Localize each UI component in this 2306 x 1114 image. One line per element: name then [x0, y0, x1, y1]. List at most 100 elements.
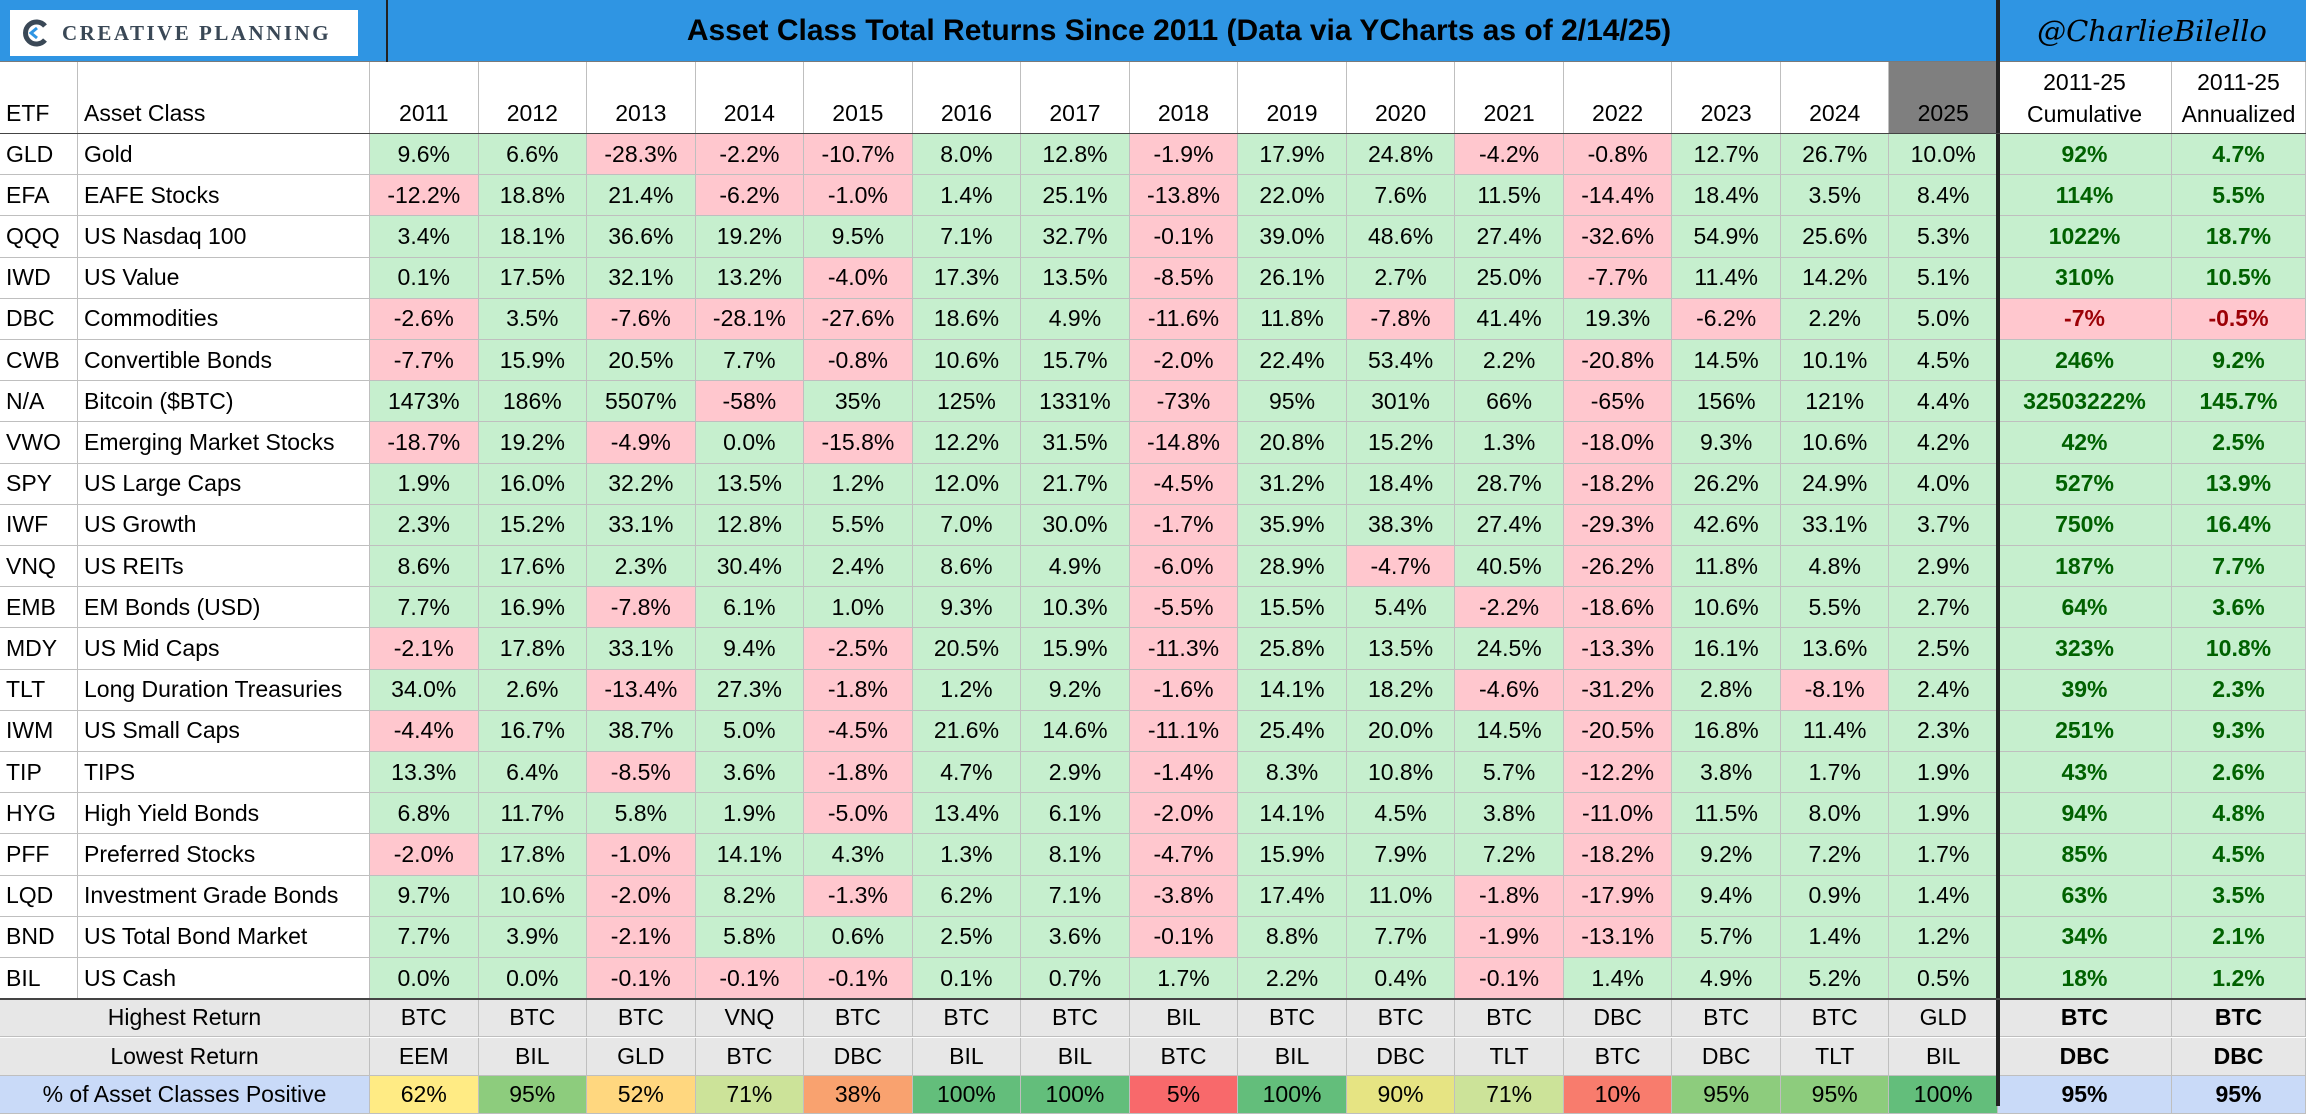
annualized-cell: 2.1%	[2172, 916, 2306, 958]
return-cell: 2.2%	[1238, 958, 1347, 1000]
return-cell: 1.9%	[370, 463, 479, 505]
return-cell: 301%	[1346, 381, 1456, 423]
return-cell: -5.5%	[1129, 587, 1239, 629]
header-annualized-line-1: 2011-25	[2197, 68, 2280, 95]
cumulative-cell: 32503222%	[1998, 381, 2172, 423]
return-cell: -65%	[1563, 381, 1673, 423]
return-cell: 13.5%	[1021, 257, 1130, 299]
return-cell: 3.4%	[370, 216, 479, 258]
return-cell: -0.1%	[1455, 958, 1564, 1000]
lowest-return-cell: EEM	[370, 1037, 479, 1076]
row-asset-class: US Growth	[78, 504, 370, 546]
return-cell: -4.6%	[1455, 669, 1564, 711]
return-cell: 4.5%	[1346, 793, 1456, 835]
cumulative-cell: 42%	[1998, 422, 2172, 464]
return-cell: -18.7%	[370, 422, 479, 464]
return-cell: 11.4%	[1672, 257, 1781, 299]
return-cell: -1.3%	[804, 875, 913, 917]
return-cell: 1.7%	[1780, 752, 1890, 794]
return-cell: 2.9%	[1889, 546, 1998, 588]
lowest-return-cell: BIL	[912, 1037, 1022, 1076]
highest-return-cell: BTC	[1780, 999, 1890, 1038]
return-cell: 18.2%	[1346, 669, 1456, 711]
return-cell: 14.5%	[1455, 710, 1564, 752]
return-cell: 20.5%	[912, 628, 1022, 670]
header-year-2015: 2015	[804, 62, 913, 134]
return-cell: -4.2%	[1455, 134, 1564, 176]
highest-return-cell: BTC	[1455, 999, 1564, 1038]
row-etf: EFA	[0, 175, 78, 217]
return-cell: 0.4%	[1346, 958, 1456, 1000]
return-cell: 15.2%	[478, 504, 588, 546]
return-cell: -7.8%	[1346, 298, 1456, 340]
return-cell: 3.5%	[478, 298, 588, 340]
return-cell: 9.3%	[912, 587, 1022, 629]
return-cell: -1.8%	[804, 669, 913, 711]
return-cell: 125%	[912, 381, 1022, 423]
summary-divider	[1996, 0, 2000, 1106]
return-cell: 1.7%	[1129, 958, 1239, 1000]
return-cell: 28.7%	[1455, 463, 1564, 505]
return-cell: 13.5%	[1346, 628, 1456, 670]
return-cell: 20.5%	[587, 340, 696, 382]
return-cell: -0.1%	[587, 958, 696, 1000]
return-cell: 2.3%	[587, 546, 696, 588]
return-cell: 17.6%	[478, 546, 588, 588]
highest-return-cell: BTC	[478, 999, 588, 1038]
return-cell: 13.3%	[370, 752, 479, 794]
highest-return-cell: GLD	[1889, 999, 1998, 1038]
return-cell: -3.8%	[1129, 875, 1239, 917]
return-cell: 4.9%	[1672, 958, 1781, 1000]
return-cell: 5.4%	[1346, 587, 1456, 629]
cumulative-cell: 1022%	[1998, 216, 2172, 258]
row-asset-class: US Small Caps	[78, 710, 370, 752]
return-cell: 3.5%	[1780, 175, 1890, 217]
highest-return-cell: BTC	[804, 999, 913, 1038]
return-cell: 8.8%	[1238, 916, 1347, 958]
return-cell: -2.0%	[370, 834, 479, 876]
row-etf: BND	[0, 916, 78, 958]
return-cell: 25.0%	[1455, 257, 1564, 299]
return-cell: 15.5%	[1238, 587, 1347, 629]
return-cell: 20.8%	[1238, 422, 1347, 464]
return-cell: 12.2%	[912, 422, 1022, 464]
return-cell: -2.1%	[370, 628, 479, 670]
return-cell: 4.7%	[912, 752, 1022, 794]
return-cell: 2.7%	[1346, 257, 1456, 299]
return-cell: 8.2%	[695, 875, 805, 917]
return-cell: 11.5%	[1455, 175, 1564, 217]
annualized-cell: 3.6%	[2172, 587, 2306, 629]
return-cell: 4.3%	[804, 834, 913, 876]
cumulative-cell: 310%	[1998, 257, 2172, 299]
header-annualized: 2011-25 Annualized	[2172, 62, 2306, 134]
annualized-cell: 13.9%	[2172, 463, 2306, 505]
annualized-cell: 2.5%	[2172, 422, 2306, 464]
header-year-2012: 2012	[478, 62, 588, 134]
percent-positive-cell: 90%	[1346, 1075, 1456, 1114]
return-cell: 6.8%	[370, 793, 479, 835]
lowest-return-cell: BIL	[478, 1037, 588, 1076]
return-cell: 14.1%	[1238, 669, 1347, 711]
row-asset-class: Commodities	[78, 298, 370, 340]
return-cell: 3.9%	[478, 916, 588, 958]
header-year-2018: 2018	[1129, 62, 1239, 134]
row-asset-class: US Value	[78, 257, 370, 299]
percent-positive-cell: 95%	[1672, 1075, 1781, 1114]
lowest-return-cell: DBC	[1346, 1037, 1456, 1076]
cumulative-cell: 750%	[1998, 504, 2172, 546]
return-cell: 9.2%	[1672, 834, 1781, 876]
return-cell: -1.8%	[1455, 875, 1564, 917]
row-etf: SPY	[0, 463, 78, 505]
annualized-cell: 2.3%	[2172, 669, 2306, 711]
header-etf: ETF	[0, 62, 78, 134]
title-divider	[386, 0, 388, 62]
return-cell: 40.5%	[1455, 546, 1564, 588]
return-cell: 17.8%	[478, 834, 588, 876]
return-cell: 4.0%	[1889, 463, 1998, 505]
row-asset-class: Long Duration Treasuries	[78, 669, 370, 711]
cumulative-cell: 246%	[1998, 340, 2172, 382]
header-cumulative-line-1: 2011-25	[2043, 68, 2126, 95]
return-cell: 7.7%	[1346, 916, 1456, 958]
return-cell: 36.6%	[587, 216, 696, 258]
return-cell: 8.0%	[912, 134, 1022, 176]
